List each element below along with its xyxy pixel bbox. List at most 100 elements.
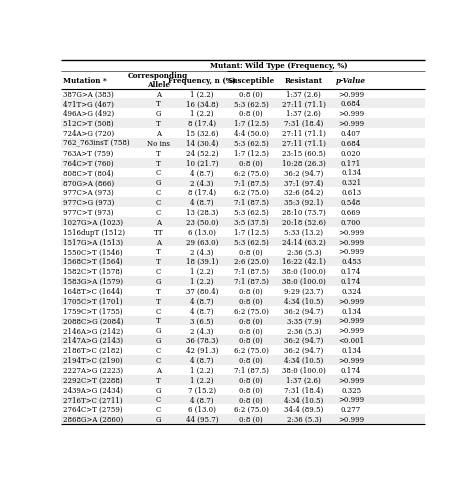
Text: Susceptible: Susceptible	[228, 76, 275, 84]
Text: C: C	[156, 396, 161, 404]
Text: 0:8 (0): 0:8 (0)	[239, 110, 263, 118]
Text: 6:2 (75.0): 6:2 (75.0)	[234, 307, 269, 315]
Text: 7:1 (87.5): 7:1 (87.5)	[234, 366, 269, 374]
Text: 27:11 (71.1): 27:11 (71.1)	[282, 140, 326, 147]
Text: 0:8 (0): 0:8 (0)	[239, 376, 263, 384]
Text: 2:36 (5.3): 2:36 (5.3)	[286, 327, 321, 335]
Text: 4:34 (10.5): 4:34 (10.5)	[284, 396, 323, 404]
Text: 4 (8.7): 4 (8.7)	[190, 297, 214, 305]
Text: 1 (2.2): 1 (2.2)	[190, 366, 214, 374]
Text: >0.999: >0.999	[338, 356, 364, 364]
Text: 387G>A (383): 387G>A (383)	[63, 90, 113, 98]
Text: 0:8 (0): 0:8 (0)	[239, 386, 263, 394]
Text: 4 (8.7): 4 (8.7)	[190, 307, 214, 315]
Text: 0.669: 0.669	[341, 208, 361, 216]
Text: 1583G>A (1579): 1583G>A (1579)	[63, 277, 123, 286]
Text: 764C>T (760): 764C>T (760)	[63, 159, 113, 167]
Text: 5:3 (62.5): 5:3 (62.5)	[234, 208, 268, 216]
Text: Resistant: Resistant	[285, 76, 323, 84]
Text: 0.134: 0.134	[341, 169, 361, 177]
Text: 6:2 (75.0): 6:2 (75.0)	[234, 169, 269, 177]
Text: >0.999: >0.999	[338, 238, 364, 246]
Text: 3 (6.5): 3 (6.5)	[191, 317, 214, 325]
Text: 8 (17.4): 8 (17.4)	[188, 120, 216, 128]
Text: 0:8 (0): 0:8 (0)	[239, 396, 263, 404]
Text: 0.174: 0.174	[341, 277, 361, 286]
Text: >0.999: >0.999	[338, 120, 364, 128]
Text: >0.999: >0.999	[338, 396, 364, 404]
Text: 0:8 (0): 0:8 (0)	[239, 288, 263, 295]
Text: 3:35 (7.9): 3:35 (7.9)	[286, 317, 321, 325]
Text: 7:1 (87.5): 7:1 (87.5)	[234, 277, 269, 286]
Text: 2716T>C (2711): 2716T>C (2711)	[63, 396, 122, 404]
Text: 0.174: 0.174	[341, 267, 361, 276]
Text: G: G	[155, 179, 161, 187]
Text: 0.134: 0.134	[341, 307, 361, 315]
Text: 977C>T (973): 977C>T (973)	[63, 208, 113, 216]
Text: 1027G>A (1023): 1027G>A (1023)	[63, 218, 123, 227]
Text: 763A>T (759): 763A>T (759)	[63, 149, 113, 157]
Text: 7 (15.2): 7 (15.2)	[188, 386, 216, 394]
Text: 1:7 (12.5): 1:7 (12.5)	[234, 228, 269, 236]
Text: 36:2 (94.7): 36:2 (94.7)	[284, 336, 323, 345]
Text: 27:11 (71.1): 27:11 (71.1)	[282, 100, 326, 108]
Text: 2147A>G (2143): 2147A>G (2143)	[63, 336, 123, 345]
Text: 5:3 (62.5): 5:3 (62.5)	[234, 238, 268, 246]
Text: G: G	[155, 336, 161, 345]
Text: T: T	[156, 317, 161, 325]
Text: G: G	[155, 110, 161, 118]
Text: 27:11 (71.1): 27:11 (71.1)	[282, 130, 326, 138]
Text: 34:4 (89.5): 34:4 (89.5)	[284, 406, 323, 413]
Text: 0.134: 0.134	[341, 347, 361, 354]
Text: 3:5 (37.5): 3:5 (37.5)	[234, 218, 268, 227]
Text: 6 (13.0): 6 (13.0)	[188, 228, 216, 236]
Text: C: C	[156, 307, 161, 315]
Text: 38:0 (100.0): 38:0 (100.0)	[282, 267, 326, 276]
Text: T: T	[156, 149, 161, 157]
Text: C: C	[156, 347, 161, 354]
Text: 35:3 (92.1): 35:3 (92.1)	[284, 199, 323, 206]
Text: Corresponding
Allele: Corresponding Allele	[128, 72, 189, 89]
Text: C: C	[156, 406, 161, 413]
Text: 42 (91.3): 42 (91.3)	[186, 347, 218, 354]
Text: 7:1 (87.5): 7:1 (87.5)	[234, 267, 269, 276]
Text: 1705C>T (1701): 1705C>T (1701)	[63, 297, 122, 305]
Text: p-Value: p-Value	[336, 76, 366, 84]
Text: 6:2 (75.0): 6:2 (75.0)	[234, 347, 269, 354]
Bar	[61, 178, 425, 188]
Text: 1:37 (2.6): 1:37 (2.6)	[286, 90, 321, 98]
Text: >0.999: >0.999	[338, 228, 364, 236]
Text: 37 (80.4): 37 (80.4)	[186, 288, 218, 295]
Text: No ins: No ins	[147, 140, 170, 147]
Text: 1 (2.2): 1 (2.2)	[190, 110, 214, 118]
Text: 9:29 (23.7): 9:29 (23.7)	[284, 288, 323, 295]
Bar	[61, 414, 425, 424]
Text: 2146A>G (2142): 2146A>G (2142)	[63, 327, 123, 335]
Text: 4:4 (50.0): 4:4 (50.0)	[234, 130, 269, 138]
Text: A: A	[156, 90, 161, 98]
Text: 0:8 (0): 0:8 (0)	[239, 90, 263, 98]
Text: 37:1 (97.4): 37:1 (97.4)	[284, 179, 323, 187]
Text: 38:0 (100.0): 38:0 (100.0)	[282, 366, 326, 374]
Text: 512C>T (508): 512C>T (508)	[63, 120, 113, 128]
Text: G: G	[155, 415, 161, 423]
Text: 0:8 (0): 0:8 (0)	[239, 327, 263, 335]
Text: 0:8 (0): 0:8 (0)	[239, 336, 263, 345]
Text: C: C	[156, 199, 161, 206]
Text: A: A	[156, 130, 161, 138]
Text: 0.277: 0.277	[341, 406, 361, 413]
Text: 1582C>T (1578): 1582C>T (1578)	[63, 267, 122, 276]
Text: 23:15 (60.5): 23:15 (60.5)	[282, 149, 326, 157]
Bar	[61, 375, 425, 385]
Text: 0.324: 0.324	[341, 288, 361, 295]
Text: 0.407: 0.407	[341, 130, 361, 138]
Bar	[61, 237, 425, 247]
Text: 10 (21.7): 10 (21.7)	[186, 159, 218, 167]
Bar	[61, 355, 425, 365]
Text: 1550C>T (1546): 1550C>T (1546)	[63, 248, 122, 256]
Text: 0.548: 0.548	[341, 199, 361, 206]
Text: 8 (17.4): 8 (17.4)	[188, 189, 216, 197]
Text: 977C>G (973): 977C>G (973)	[63, 199, 114, 206]
Text: 36:2 (94.7): 36:2 (94.7)	[284, 347, 323, 354]
Text: 0.453: 0.453	[341, 258, 361, 266]
